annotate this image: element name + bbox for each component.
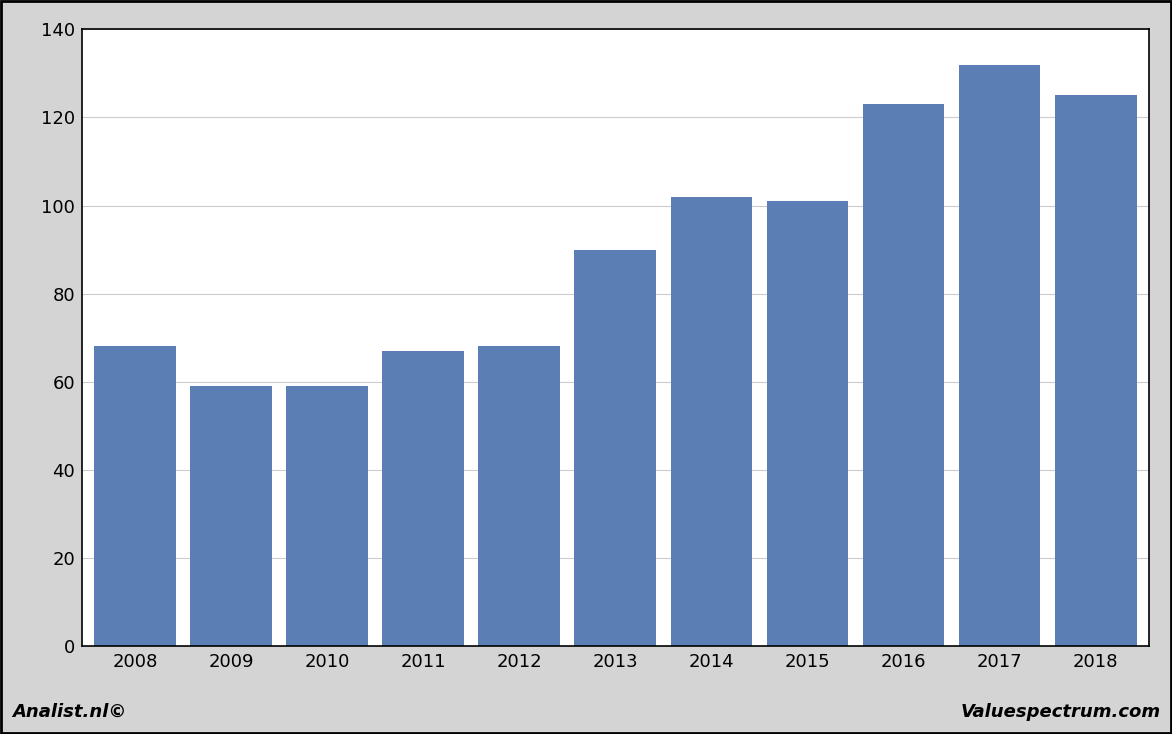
- Bar: [574, 250, 656, 646]
- Bar: [1055, 95, 1137, 646]
- Bar: [190, 386, 272, 646]
- Text: Analist.nl©: Analist.nl©: [12, 703, 127, 721]
- Bar: [286, 386, 368, 646]
- Bar: [766, 201, 849, 646]
- Bar: [478, 346, 560, 646]
- Text: Valuespectrum.com: Valuespectrum.com: [960, 703, 1160, 721]
- Bar: [382, 351, 464, 646]
- Bar: [670, 197, 752, 646]
- Bar: [863, 104, 945, 646]
- Bar: [959, 65, 1041, 646]
- Bar: [94, 346, 176, 646]
